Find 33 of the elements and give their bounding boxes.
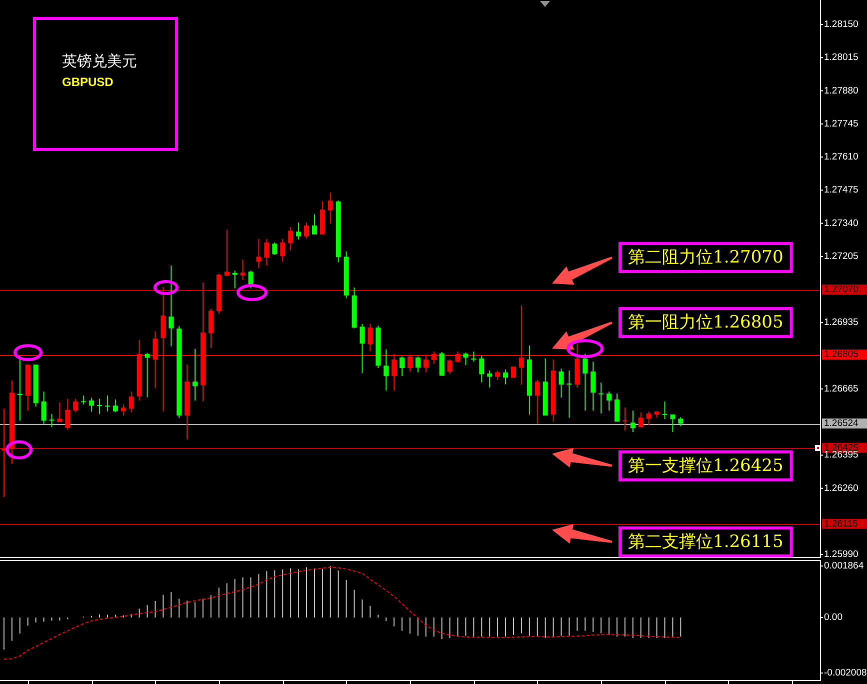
y-tick-label: 1.27205 — [824, 250, 858, 262]
candlestick — [81, 396, 86, 404]
annotation: 第二阻力位1.27070 — [628, 248, 784, 268]
y-tick-label: 1.27340 — [824, 218, 858, 229]
candlestick — [232, 270, 238, 288]
candlestick — [224, 230, 230, 276]
text: GBPUSD — [62, 75, 114, 89]
y-tick-label: 1.26260 — [824, 482, 858, 494]
ref-line-label: 1.27070 — [824, 284, 858, 296]
line-series — [3, 566, 682, 660]
y-tick-label: 1.27880 — [824, 85, 858, 96]
annotation: 第二支撑位1.26115 — [628, 532, 784, 552]
y-tick-label: 1.27745 — [824, 118, 858, 130]
y-tick-label: 1.26665 — [824, 383, 858, 394]
y-tick-label: 0.00 — [824, 612, 842, 624]
candlestick — [49, 414, 54, 428]
text: 英镑兑美元 — [62, 52, 137, 70]
y-tick-label: -0.002008 — [824, 668, 867, 679]
y-tick-label: 1.28015 — [824, 52, 858, 64]
y-tick-label: 1.25990 — [824, 549, 858, 560]
y-tick-label: 0.001864 — [824, 560, 864, 572]
ref-line-label: 1.26524 — [824, 418, 858, 430]
y-tick-label: 1.26935 — [824, 317, 858, 328]
annotation: 第一阻力位1.26805 — [628, 312, 784, 333]
annotation: 第一支撑位1.26425 — [628, 456, 784, 476]
y-tick-label: 1.27610 — [824, 152, 858, 163]
ref-line-label: 1.26805 — [824, 349, 858, 360]
ref-line-label: 1.26115 — [824, 518, 858, 530]
y-tick-label: 1.28150 — [824, 19, 858, 30]
candlestick — [471, 352, 476, 362]
y-tick-label: 1.27475 — [824, 184, 858, 196]
y-tick-label: 1.26395 — [824, 450, 858, 461]
candlestick — [144, 353, 150, 398]
